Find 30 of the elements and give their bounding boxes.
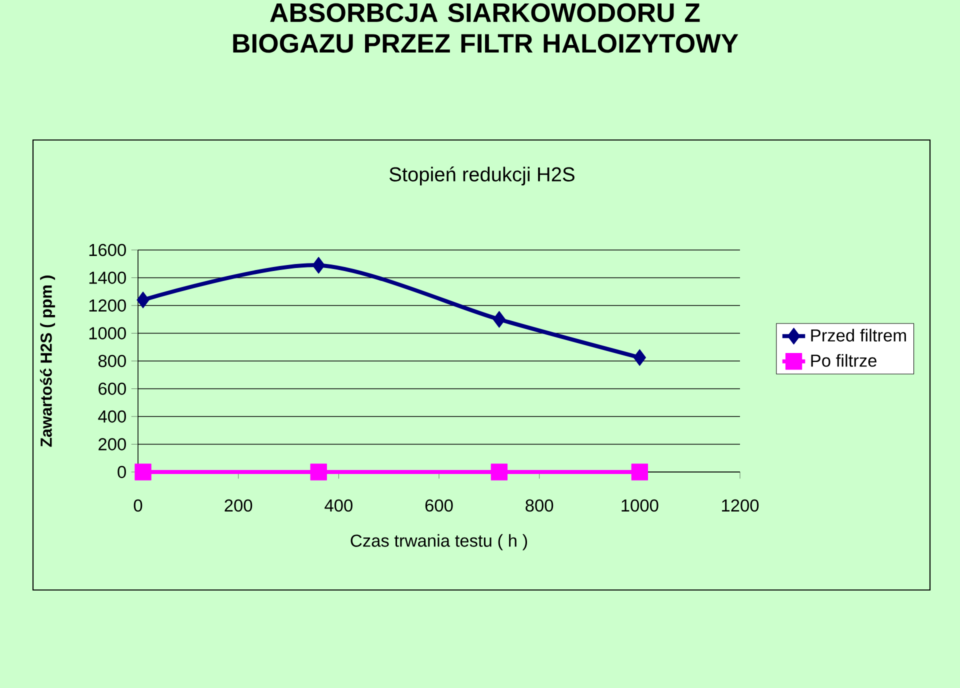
y-tick-label: 800: [98, 354, 126, 368]
point: [312, 256, 325, 274]
y-tick-label: 200: [98, 438, 126, 450]
x-tick-label: 400: [324, 499, 352, 512]
point: [136, 292, 150, 308]
y-tick-label: 1600: [89, 244, 126, 256]
point: [134, 464, 152, 480]
x-axis-title: Czas trwania testu ( h ): [350, 534, 528, 550]
legend-label: Po filtrze: [811, 354, 876, 367]
point: [310, 464, 327, 480]
point: [490, 464, 508, 480]
y-tick-label: 600: [98, 382, 126, 395]
y-tick-label: 1200: [89, 299, 126, 312]
y-tick-label: 1400: [89, 272, 126, 284]
point: [631, 464, 648, 480]
point: [492, 311, 506, 328]
y-tick-label: 1000: [89, 327, 126, 340]
chart-subtitle: Stopień redukcji H2S: [390, 166, 574, 186]
y-tick-label: 400: [98, 410, 126, 423]
y-axis-title: Zawartość H2S ( ppm ): [40, 276, 56, 447]
x-tick-label: 600: [425, 499, 453, 512]
point: [633, 349, 646, 366]
x-tick-label: 0: [134, 499, 142, 512]
chart-title: ABSORBCJA SIARKOWODORU Z BIOGAZU PRZEZ FILTR HALOIZYTOWY: [233, 3, 738, 53]
y-tick-label: 0: [118, 466, 126, 478]
x-tick-label: 200: [224, 499, 252, 512]
x-tick-label: 1200: [722, 499, 759, 512]
x-tick-label: 1000: [622, 499, 658, 512]
x-tick-label: 800: [526, 499, 554, 512]
legend-label: Przed filtrem: [811, 328, 906, 342]
